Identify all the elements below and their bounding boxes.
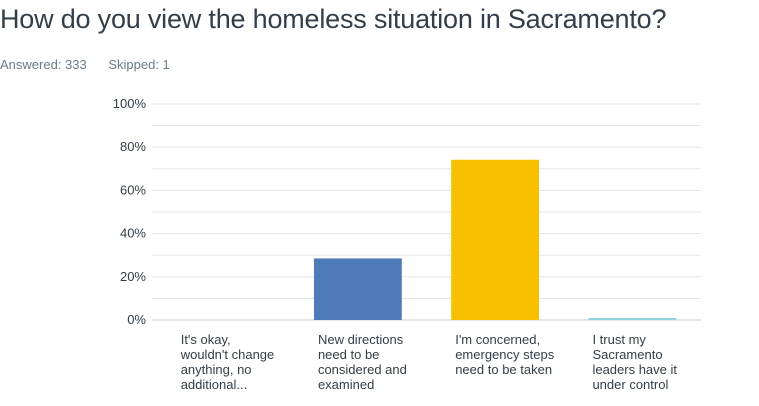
y-tick-label: 80% xyxy=(120,139,146,154)
y-tick-label: 20% xyxy=(120,269,146,284)
bar xyxy=(451,159,540,320)
response-stats: Answered: 333 Skipped: 1 xyxy=(0,57,170,72)
y-tick-label: 60% xyxy=(120,182,146,197)
y-tick-label: 40% xyxy=(120,226,146,241)
y-tick-label: 100% xyxy=(113,96,147,111)
x-category-label: It's okay, wouldn't change anything, no add… xyxy=(180,332,275,392)
answered-count: Answered: 333 xyxy=(0,57,87,72)
bar xyxy=(588,318,677,320)
question-title: How do you view the homeless situation i… xyxy=(0,4,667,34)
skipped-count: Skipped: 1 xyxy=(108,57,170,72)
x-category-label: I trust my Sacramento leaders have it under… xyxy=(592,332,677,392)
y-tick-label: 0% xyxy=(127,312,146,327)
bar xyxy=(313,258,402,320)
x-category-label: I'm concerned, emergency steps need to be … xyxy=(455,332,554,377)
x-category-label: New directions need to be considered and ex… xyxy=(318,332,407,392)
